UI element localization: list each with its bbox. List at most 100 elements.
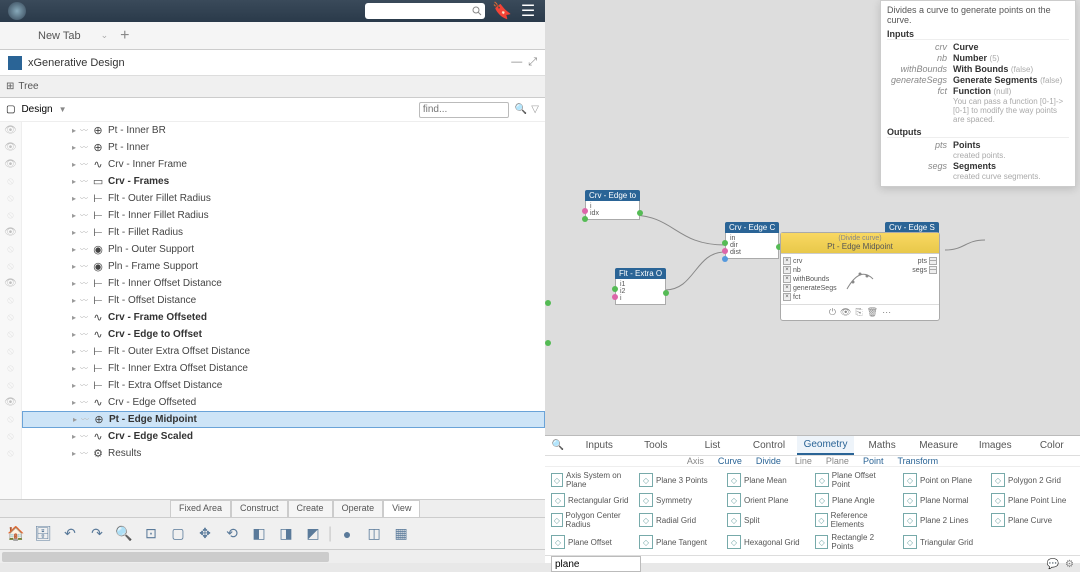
- tool-shade1-icon[interactable]: ◧: [247, 522, 271, 546]
- palette-category[interactable]: Geometry: [797, 436, 854, 455]
- global-search[interactable]: [365, 3, 485, 19]
- tab-new[interactable]: New Tab: [30, 26, 89, 46]
- visibility-toggle[interactable]: ⦸: [0, 190, 21, 207]
- palette-category[interactable]: Color: [1024, 437, 1080, 454]
- shelf-item[interactable]: ◇Rectangular Grid: [551, 493, 631, 507]
- tree-item[interactable]: ▸〰⊢Flt - Extra Offset Distance: [22, 377, 545, 394]
- node-copy-icon[interactable]: ⎘: [855, 307, 862, 318]
- tool-sphere-icon[interactable]: ●: [335, 522, 359, 546]
- palette-subcategory[interactable]: Plane: [826, 456, 849, 466]
- node-power-icon[interactable]: ⏻: [829, 307, 836, 318]
- tool-db-icon[interactable]: 🗄: [31, 522, 55, 546]
- shelf-item[interactable]: ◇Plane Normal: [903, 493, 983, 507]
- visibility-toggle[interactable]: 👁: [0, 224, 21, 241]
- h-scrollbar[interactable]: [0, 549, 545, 563]
- tool-redo-icon[interactable]: ↷: [85, 522, 109, 546]
- tree-item[interactable]: ▸〰⊢Flt - Inner Extra Offset Distance: [22, 360, 545, 377]
- shelf-item[interactable]: ◇Plane Tangent: [639, 533, 719, 551]
- tree-item[interactable]: ▸〰⊢Flt - Inner Offset Distance: [22, 275, 545, 292]
- visibility-toggle[interactable]: ⦸: [0, 343, 21, 360]
- palette-subcategory[interactable]: Transform: [897, 456, 938, 466]
- shelf-item[interactable]: ◇Plane Angle: [815, 493, 895, 507]
- node-flt-extra-o[interactable]: Flt - Extra O i1i2i: [615, 268, 666, 305]
- palette-category[interactable]: Control: [741, 437, 798, 454]
- visibility-toggle[interactable]: ⦸: [0, 309, 21, 326]
- palette-category[interactable]: Tools: [628, 437, 685, 454]
- design-dropdown-icon[interactable]: ▼: [59, 105, 67, 114]
- palette-chat-icon[interactable]: 💬: [1047, 559, 1059, 570]
- palette-search-input[interactable]: [551, 556, 641, 572]
- palette-search-icon[interactable]: 🔍: [545, 437, 571, 454]
- tool-undo-icon[interactable]: ↶: [58, 522, 82, 546]
- find-filter-icon[interactable]: ▽: [531, 104, 539, 115]
- tree-item[interactable]: ▸〰⊢Flt - Outer Extra Offset Distance: [22, 343, 545, 360]
- tree-item[interactable]: ▸〰∿Crv - Edge to Offset: [22, 326, 545, 343]
- visibility-toggle[interactable]: ⦸: [0, 258, 21, 275]
- palette-category[interactable]: Measure: [910, 437, 967, 454]
- shelf-item[interactable]: ◇Polygon 2 Grid: [991, 471, 1071, 489]
- shelf-item[interactable]: ◇Hexagonal Grid: [727, 533, 807, 551]
- node-more-icon[interactable]: ⋯: [882, 307, 891, 318]
- mode-tab[interactable]: Create: [288, 500, 333, 517]
- visibility-toggle[interactable]: ⦸: [0, 326, 21, 343]
- visibility-toggle[interactable]: ⦸: [0, 173, 21, 190]
- shelf-item[interactable]: ◇Plane Offset Point: [815, 471, 895, 489]
- shelf-item[interactable]: ◇Symmetry: [639, 493, 719, 507]
- tree-item[interactable]: ▸〰⊢Flt - Inner Fillet Radius: [22, 207, 545, 224]
- tree-item[interactable]: ▸〰⊕Pt - Inner BR: [22, 122, 545, 139]
- palette-subcategory[interactable]: Point: [863, 456, 884, 466]
- shelf-item[interactable]: ◇Radial Grid: [639, 511, 719, 529]
- tree-item[interactable]: ▸〰∿Crv - Edge Offseted: [22, 394, 545, 411]
- tool-home-icon[interactable]: 🏠: [4, 522, 28, 546]
- tree-item[interactable]: ▸〰⊢Flt - Outer Fillet Radius: [22, 190, 545, 207]
- node-delete-icon[interactable]: 🗑: [867, 307, 878, 318]
- visibility-toggle[interactable]: ⦸: [0, 207, 21, 224]
- tool-shade3-icon[interactable]: ◩: [301, 522, 325, 546]
- visibility-toggle[interactable]: 👁: [0, 394, 21, 411]
- visibility-toggle[interactable]: ⦸: [0, 292, 21, 309]
- tool-grid-icon[interactable]: ▦: [389, 522, 413, 546]
- mode-tab[interactable]: Fixed Area: [170, 500, 231, 517]
- tool-shade2-icon[interactable]: ◨: [274, 522, 298, 546]
- visibility-toggle[interactable]: ⦸: [0, 360, 21, 377]
- node-pt-edge-midpoint[interactable]: (Divide curve) Pt - Edge Midpoint ×crv×n…: [780, 232, 940, 321]
- palette-subcategory[interactable]: Line: [795, 456, 812, 466]
- shelf-item[interactable]: ◇Plane Point Line: [991, 493, 1071, 507]
- find-search-icon[interactable]: 🔍: [515, 104, 527, 115]
- app-logo[interactable]: [8, 2, 26, 20]
- visibility-toggle[interactable]: ⦸: [0, 377, 21, 394]
- palette-category[interactable]: Maths: [854, 437, 911, 454]
- tree-item[interactable]: ▸〰⊕Pt - Inner: [22, 139, 545, 156]
- visibility-toggle[interactable]: 👁: [0, 275, 21, 292]
- visibility-toggle[interactable]: ⦸: [0, 411, 21, 428]
- collapse-icon[interactable]: ⤢: [528, 56, 537, 69]
- visibility-toggle[interactable]: ⦸: [0, 428, 21, 445]
- shelf-item[interactable]: ◇Plane Mean: [727, 471, 807, 489]
- node-crv-edge-to[interactable]: Crv - Edge to iidx: [585, 190, 640, 220]
- palette-settings-icon[interactable]: ⚙: [1065, 559, 1074, 570]
- tree-item[interactable]: ▸〰⚙Results: [22, 445, 545, 462]
- visibility-toggle[interactable]: ⦸: [0, 445, 21, 462]
- minimize-icon[interactable]: —: [511, 56, 522, 69]
- shelf-item[interactable]: ◇Plane 2 Lines: [903, 511, 983, 529]
- tree-item[interactable]: ▸〰∿Crv - Frame Offseted: [22, 309, 545, 326]
- palette-category[interactable]: Inputs: [571, 437, 628, 454]
- shelf-item[interactable]: ◇Polygon Center Radius: [551, 511, 631, 529]
- tool-zoom-icon[interactable]: 🔍: [112, 522, 136, 546]
- shelf-item[interactable]: ◇Plane 3 Points: [639, 471, 719, 489]
- palette-subcategory[interactable]: Axis: [687, 456, 704, 466]
- find-input[interactable]: [419, 102, 509, 118]
- shelf-item[interactable]: ◇Plane Curve: [991, 511, 1071, 529]
- tool-fit-icon[interactable]: ⊡: [139, 522, 163, 546]
- node-crv-edge-c[interactable]: Crv - Edge C indirdist: [725, 222, 779, 259]
- add-tab-button[interactable]: +: [120, 27, 129, 45]
- tree-item[interactable]: ▸〰⊢Flt - Offset Distance: [22, 292, 545, 309]
- tool-cube-icon[interactable]: ◫: [362, 522, 386, 546]
- shelf-item[interactable]: ◇Axis System on Plane: [551, 471, 631, 489]
- tree-item[interactable]: ▸〰∿Crv - Inner Frame: [22, 156, 545, 173]
- tool-move-icon[interactable]: ✥: [193, 522, 217, 546]
- shelf-item[interactable]: ◇Point on Plane: [903, 471, 983, 489]
- palette-subcategory[interactable]: Curve: [718, 456, 742, 466]
- tree-item[interactable]: ▸〰⊕Pt - Edge Midpoint: [22, 411, 545, 428]
- menu-icon[interactable]: ☰: [519, 2, 537, 20]
